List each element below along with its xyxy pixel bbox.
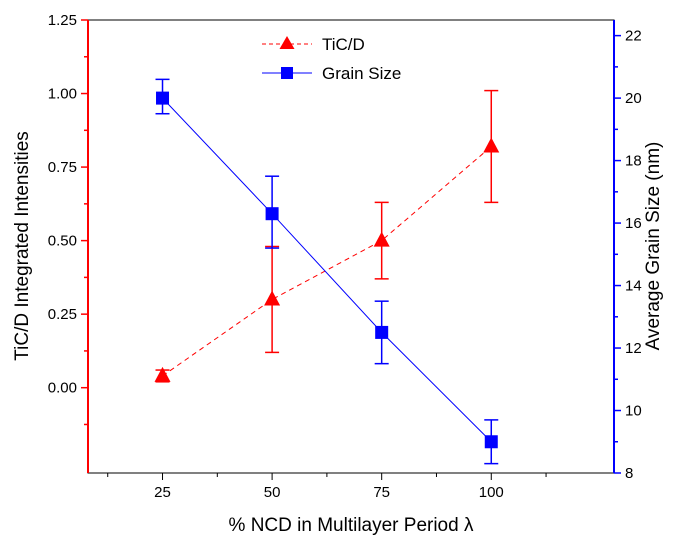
y-left-tick-label: 1.00 (48, 86, 77, 103)
y-right-tick-label: 10 (625, 403, 642, 420)
y-left-axis-title: TiC/D Integrated Intensities (12, 131, 33, 361)
data-point-grain-size (156, 91, 170, 105)
x-axis-title: % NCD in Multilayer Period λ (229, 515, 474, 536)
data-point-grain-size (375, 325, 389, 339)
legend-label-grain: Grain Size (322, 64, 401, 83)
y-right-axis-title: Average Grain Size (nm) (643, 142, 664, 351)
legend-label-ticd: TiC/D (322, 35, 365, 54)
data-point-tic-d (483, 137, 500, 153)
x-tick-label: 25 (154, 484, 171, 501)
y-right-tick-label: 18 (625, 153, 642, 170)
data-point-grain-size (484, 435, 498, 449)
y-right-tick-label: 16 (625, 215, 642, 232)
x-tick-label: 100 (479, 484, 504, 501)
legend-marker-grain (281, 67, 293, 79)
series-line-tic-d (162, 146, 492, 377)
x-tick-label: 50 (264, 484, 281, 501)
y-left-tick-label: 0.75 (48, 159, 77, 176)
y-left-tick-label: 1.25 (48, 12, 77, 29)
data-point-tic-d (373, 231, 390, 247)
x-tick-label: 75 (373, 484, 390, 501)
y-right-tick-label: 22 (625, 28, 642, 45)
data-point-grain-size (265, 207, 279, 221)
legend: TiC/D Grain Size (262, 35, 401, 83)
y-left-tick-label: 0.00 (48, 380, 77, 397)
y-left-tick-label: 0.50 (48, 233, 77, 250)
y-right-tick-label: 12 (625, 340, 642, 357)
plot-frame (87, 19, 615, 474)
y-right-tick-label: 14 (625, 278, 642, 295)
legend-marker-ticd (279, 36, 295, 49)
y-left-tick-label: 0.25 (48, 306, 77, 323)
y-right-tick-label: 8 (625, 465, 633, 482)
data-point-tic-d (264, 290, 281, 306)
data-point-tic-d (154, 366, 171, 382)
y-right-tick-label: 20 (625, 90, 642, 107)
series-line-grain-size (162, 97, 492, 443)
